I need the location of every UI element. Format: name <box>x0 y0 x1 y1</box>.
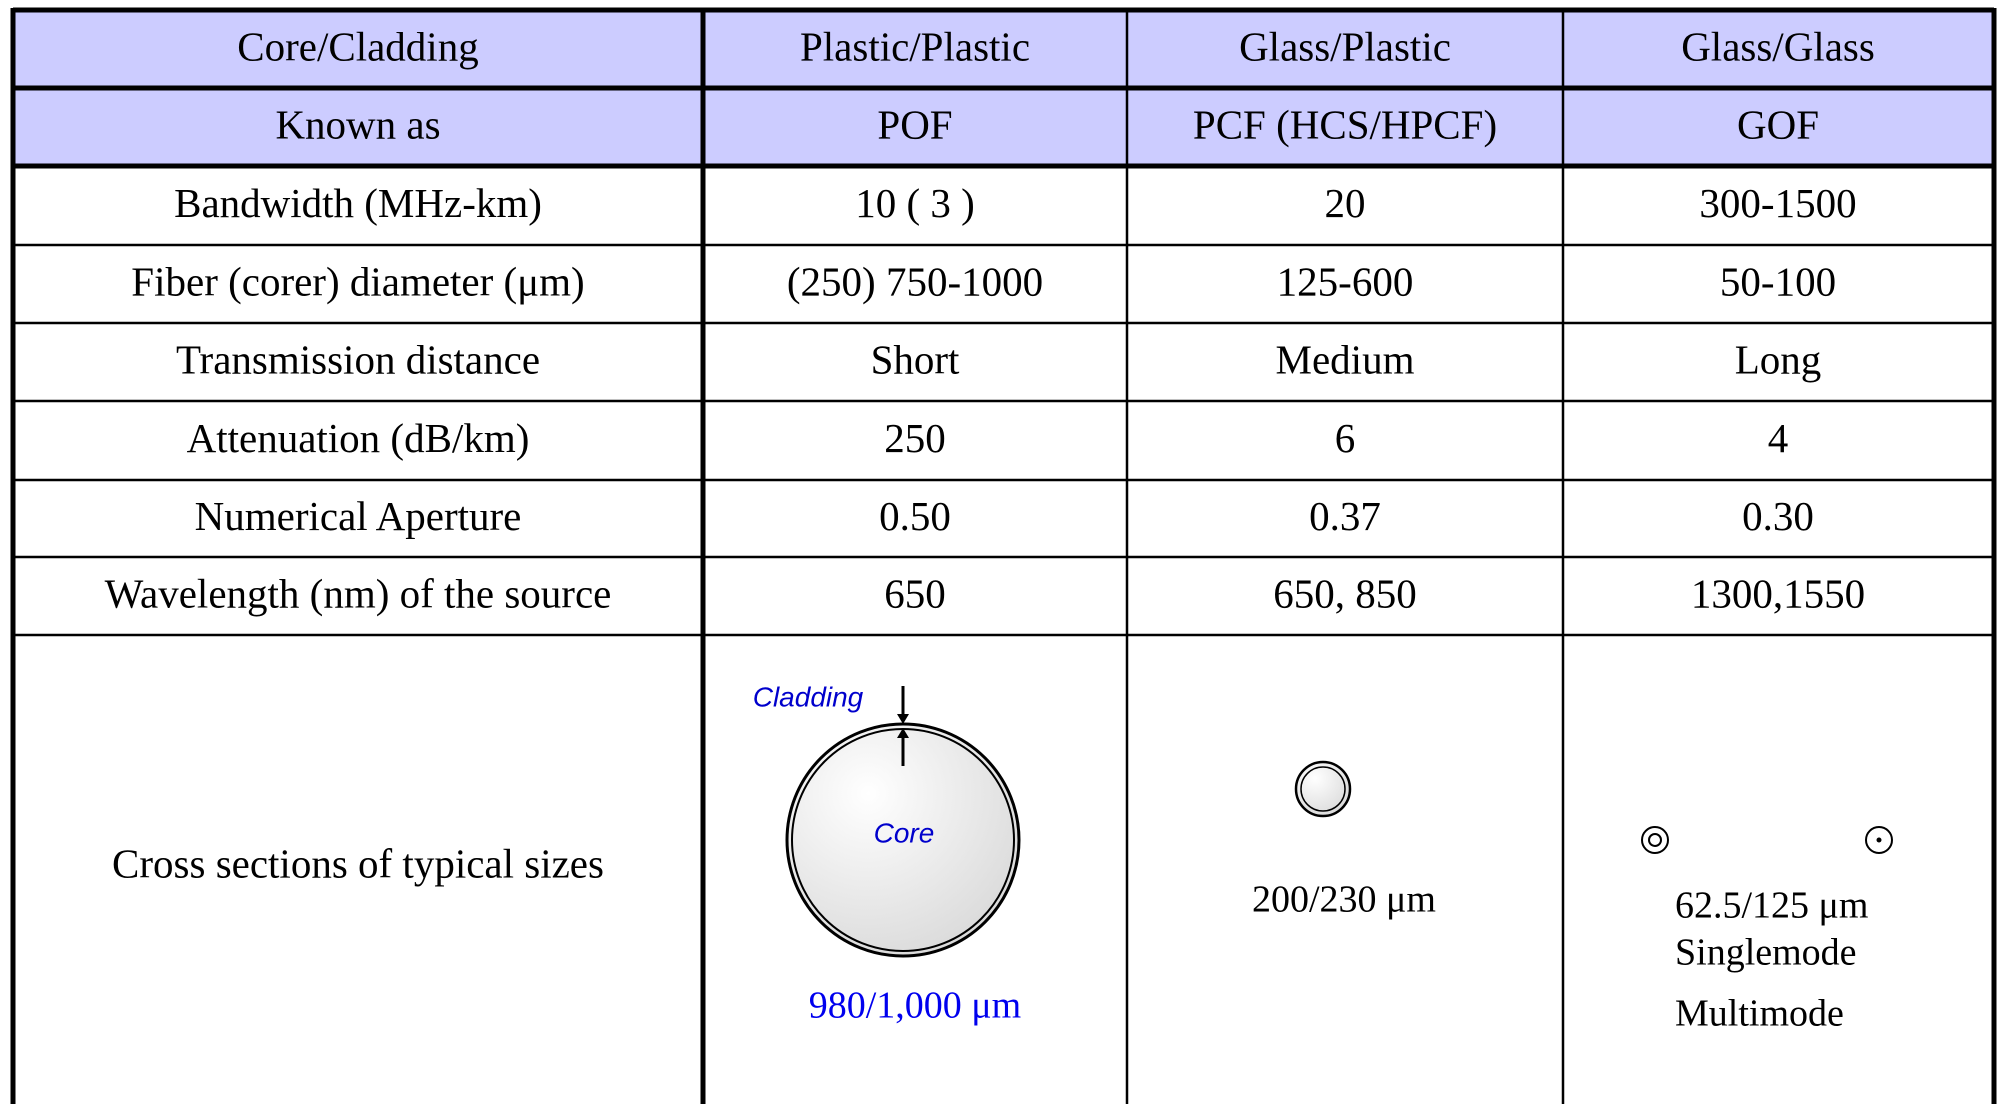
cell: Medium <box>1276 336 1415 382</box>
header-cell: PCF (HCS/HPCF) <box>1193 101 1497 147</box>
cell: 0.50 <box>879 493 951 539</box>
row-label: Cross sections of typical sizes <box>112 840 604 886</box>
row-label: Bandwidth (MHz-km) <box>174 180 542 226</box>
singlemode-core <box>1876 837 1882 843</box>
cell: 0.37 <box>1309 493 1381 539</box>
pcf-cladding-circle <box>1294 760 1352 818</box>
cells: Core/Cladding Plastic/Plastic Glass/Plasti… <box>105 23 1875 886</box>
multimode-circle <box>1641 826 1669 854</box>
cell: 4 <box>1768 415 1789 461</box>
gof-size: 62.5/125 μm <box>1675 885 1869 927</box>
pcf-core-circle <box>1300 766 1346 812</box>
multimode-core <box>1648 833 1662 847</box>
header-cell: Glass/Plastic <box>1239 23 1451 69</box>
pof-size: 980/1,000 μm <box>809 985 1022 1027</box>
row-label: Transmission distance <box>176 336 540 382</box>
row-label: Numerical Aperture <box>195 493 522 539</box>
header-cell: Glass/Glass <box>1681 23 1875 69</box>
row-label: Attenuation (dB/km) <box>187 415 530 461</box>
cell: 20 <box>1325 180 1366 226</box>
row-label: Wavelength (nm) of the source <box>105 570 612 616</box>
cell: 250 <box>884 415 946 461</box>
header-cell: GOF <box>1737 101 1819 147</box>
cell: Long <box>1735 336 1822 382</box>
cell: 10 ( 3 ) <box>855 180 975 226</box>
singlemode-label: Singlemode <box>1675 932 1857 974</box>
table-grid <box>10 7 1997 1104</box>
cell: (250) 750-1000 <box>787 258 1043 304</box>
cell: 50-100 <box>1720 258 1836 304</box>
cell: 125-600 <box>1277 258 1414 304</box>
header-cell: Known as <box>275 101 440 147</box>
core-label: Core <box>874 817 935 848</box>
arrowhead <box>897 714 909 724</box>
arrowhead <box>897 728 909 738</box>
cell: Short <box>871 336 960 382</box>
cell: 650, 850 <box>1273 570 1417 616</box>
row-label: Fiber (corer) diameter (μm) <box>131 258 584 304</box>
cell: 1300,1550 <box>1691 570 1865 616</box>
cladding-label: Cladding <box>753 681 864 712</box>
cell: 0.30 <box>1742 493 1814 539</box>
header-cell: POF <box>877 101 952 147</box>
header-cell: Core/Cladding <box>237 23 478 69</box>
cell: 300-1500 <box>1699 180 1856 226</box>
header-cell: Plastic/Plastic <box>800 23 1030 69</box>
cell: 6 <box>1335 415 1356 461</box>
multimode-label: Multimode <box>1675 993 1844 1035</box>
pcf-size: 200/230 μm <box>1252 879 1436 921</box>
cell: 650 <box>884 570 946 616</box>
